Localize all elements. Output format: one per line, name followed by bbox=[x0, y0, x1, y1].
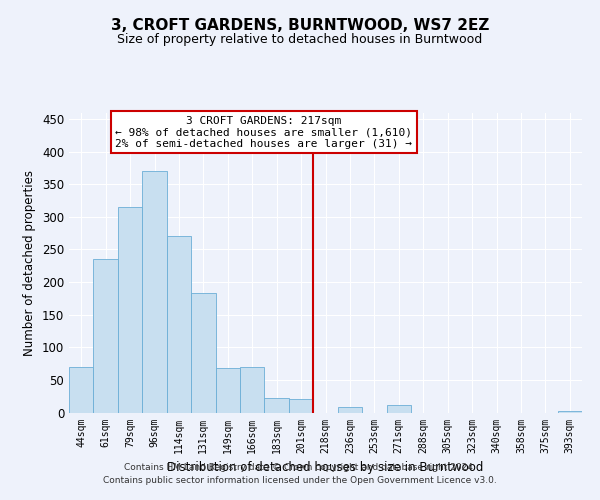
Bar bbox=[118, 207, 142, 412]
Text: 3 CROFT GARDENS: 217sqm
← 98% of detached houses are smaller (1,610)
2% of semi-: 3 CROFT GARDENS: 217sqm ← 98% of detache… bbox=[115, 116, 412, 148]
Bar bbox=[240, 367, 265, 412]
Bar bbox=[69, 367, 94, 412]
Bar bbox=[338, 408, 362, 412]
Bar bbox=[557, 410, 582, 412]
Bar bbox=[386, 406, 411, 412]
Bar bbox=[265, 398, 289, 412]
X-axis label: Distribution of detached houses by size in Burntwood: Distribution of detached houses by size … bbox=[167, 461, 484, 474]
Bar bbox=[191, 293, 215, 412]
Text: Contains HM Land Registry data © Crown copyright and database right 2024.: Contains HM Land Registry data © Crown c… bbox=[124, 464, 476, 472]
Text: Contains public sector information licensed under the Open Government Licence v3: Contains public sector information licen… bbox=[103, 476, 497, 485]
Bar bbox=[142, 171, 167, 412]
Text: 3, CROFT GARDENS, BURNTWOOD, WS7 2EZ: 3, CROFT GARDENS, BURNTWOOD, WS7 2EZ bbox=[111, 18, 489, 32]
Bar bbox=[167, 236, 191, 412]
Text: Size of property relative to detached houses in Burntwood: Size of property relative to detached ho… bbox=[118, 32, 482, 46]
Bar bbox=[215, 368, 240, 412]
Bar bbox=[94, 259, 118, 412]
Y-axis label: Number of detached properties: Number of detached properties bbox=[23, 170, 37, 356]
Bar bbox=[289, 400, 313, 412]
